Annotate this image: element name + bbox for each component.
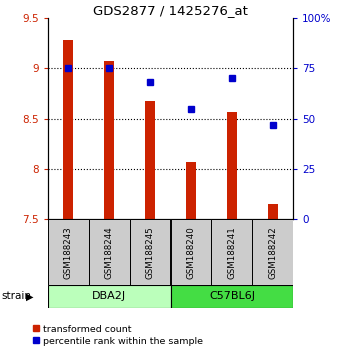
Bar: [130, 219, 170, 285]
Bar: [170, 219, 211, 285]
Bar: [48, 285, 170, 308]
Bar: [145, 102, 155, 219]
Text: C57BL6J: C57BL6J: [209, 291, 255, 302]
Legend: transformed count, percentile rank within the sample: transformed count, percentile rank withi…: [29, 321, 207, 349]
Bar: [227, 112, 237, 219]
Bar: [268, 204, 278, 219]
Bar: [211, 219, 252, 285]
Text: GSM188243: GSM188243: [64, 226, 73, 279]
Text: GSM188241: GSM188241: [227, 226, 236, 279]
Text: GSM188244: GSM188244: [105, 226, 114, 279]
Bar: [89, 219, 130, 285]
Bar: [63, 40, 73, 219]
Bar: [186, 162, 196, 219]
Bar: [170, 285, 293, 308]
Text: GSM188245: GSM188245: [146, 226, 154, 279]
Text: GSM188242: GSM188242: [268, 226, 277, 279]
Bar: [252, 219, 293, 285]
Text: strain: strain: [2, 291, 32, 302]
Text: GSM188240: GSM188240: [187, 226, 195, 279]
Text: DBA2J: DBA2J: [92, 291, 126, 302]
Bar: [104, 61, 114, 219]
Text: ▶: ▶: [26, 291, 33, 302]
Bar: [48, 219, 89, 285]
Title: GDS2877 / 1425276_at: GDS2877 / 1425276_at: [93, 4, 248, 17]
